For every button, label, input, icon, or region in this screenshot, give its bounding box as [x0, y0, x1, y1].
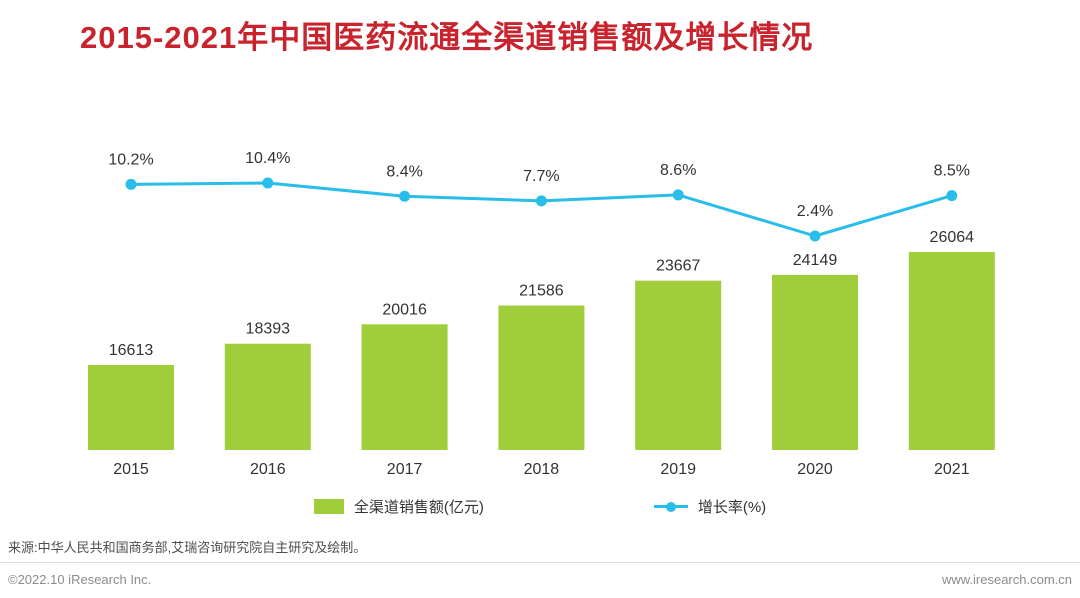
source-note: 来源:中华人民共和国商务部,艾瑞咨询研究院自主研究及绘制。 — [8, 540, 367, 555]
x-axis-label: 2016 — [250, 461, 286, 478]
line-legend-dot-icon — [665, 501, 676, 512]
x-axis-label: 2019 — [660, 461, 696, 478]
growth-value-label: 8.6% — [660, 162, 696, 179]
line-legend-swatch — [653, 501, 688, 512]
growth-value-label: 2.4% — [797, 203, 833, 220]
chart-legend: 全渠道销售额(亿元) 增长率(%) — [0, 496, 1080, 517]
bar-2015 — [88, 364, 174, 450]
x-axis-label: 2020 — [797, 461, 833, 478]
growth-point-2019 — [672, 189, 684, 201]
footer-divider — [0, 562, 1080, 563]
bar-value-label: 26064 — [930, 229, 975, 246]
legend-item-sales: 全渠道销售额(亿元) — [313, 496, 484, 517]
growth-point-2016 — [262, 177, 274, 189]
legend-label-growth: 增长率(%) — [697, 499, 767, 516]
bar-2021 — [908, 252, 995, 450]
bar-line-chart: 16613 2015 18393 2016 20016 2017 21586 2018 2366… — [88, 150, 995, 478]
x-axis-label: 2021 — [934, 461, 970, 478]
bar-value-label: 23667 — [656, 258, 701, 275]
growth-value-label: 8.5% — [934, 163, 970, 180]
x-axis-label: 2017 — [387, 461, 423, 478]
copyright-text: ©2022.10 iResearch Inc. — [8, 572, 152, 587]
bar-value-label: 21586 — [519, 283, 564, 300]
growth-point-2018 — [535, 195, 547, 207]
growth-point-2015 — [125, 178, 137, 190]
growth-value-label: 7.7% — [523, 168, 559, 185]
x-axis-label: 2018 — [524, 461, 560, 478]
bar-legend-swatch — [313, 499, 344, 514]
bar-2016 — [224, 343, 311, 450]
bar-2018 — [498, 305, 585, 450]
growth-point-2020 — [809, 230, 821, 242]
bar-2020 — [772, 274, 858, 450]
website-link[interactable]: www.iresearch.com.cn — [941, 572, 1072, 587]
bar-value-label: 18393 — [246, 321, 291, 338]
bar-2019 — [635, 280, 722, 450]
growth-point-2017 — [399, 190, 411, 202]
footer: ©2022.10 iResearch Inc. www.iresearch.co… — [8, 572, 1072, 587]
legend-label-sales: 全渠道销售额(亿元) — [353, 499, 484, 516]
growth-value-label: 10.2% — [108, 151, 153, 168]
growth-value-label: 10.4% — [245, 150, 290, 167]
bar-value-label: 16613 — [109, 342, 154, 359]
bar-value-label: 24149 — [793, 252, 838, 269]
bar-2017 — [361, 324, 448, 450]
growth-point-2021 — [946, 190, 958, 202]
bar-value-label: 20016 — [382, 301, 427, 318]
legend-item-growth: 增长率(%) — [653, 496, 767, 517]
x-axis-label: 2015 — [113, 461, 149, 478]
chart-title: 2015-2021年中国医药流通全渠道销售额及增长情况 — [80, 20, 814, 55]
growth-value-label: 8.4% — [386, 163, 422, 180]
